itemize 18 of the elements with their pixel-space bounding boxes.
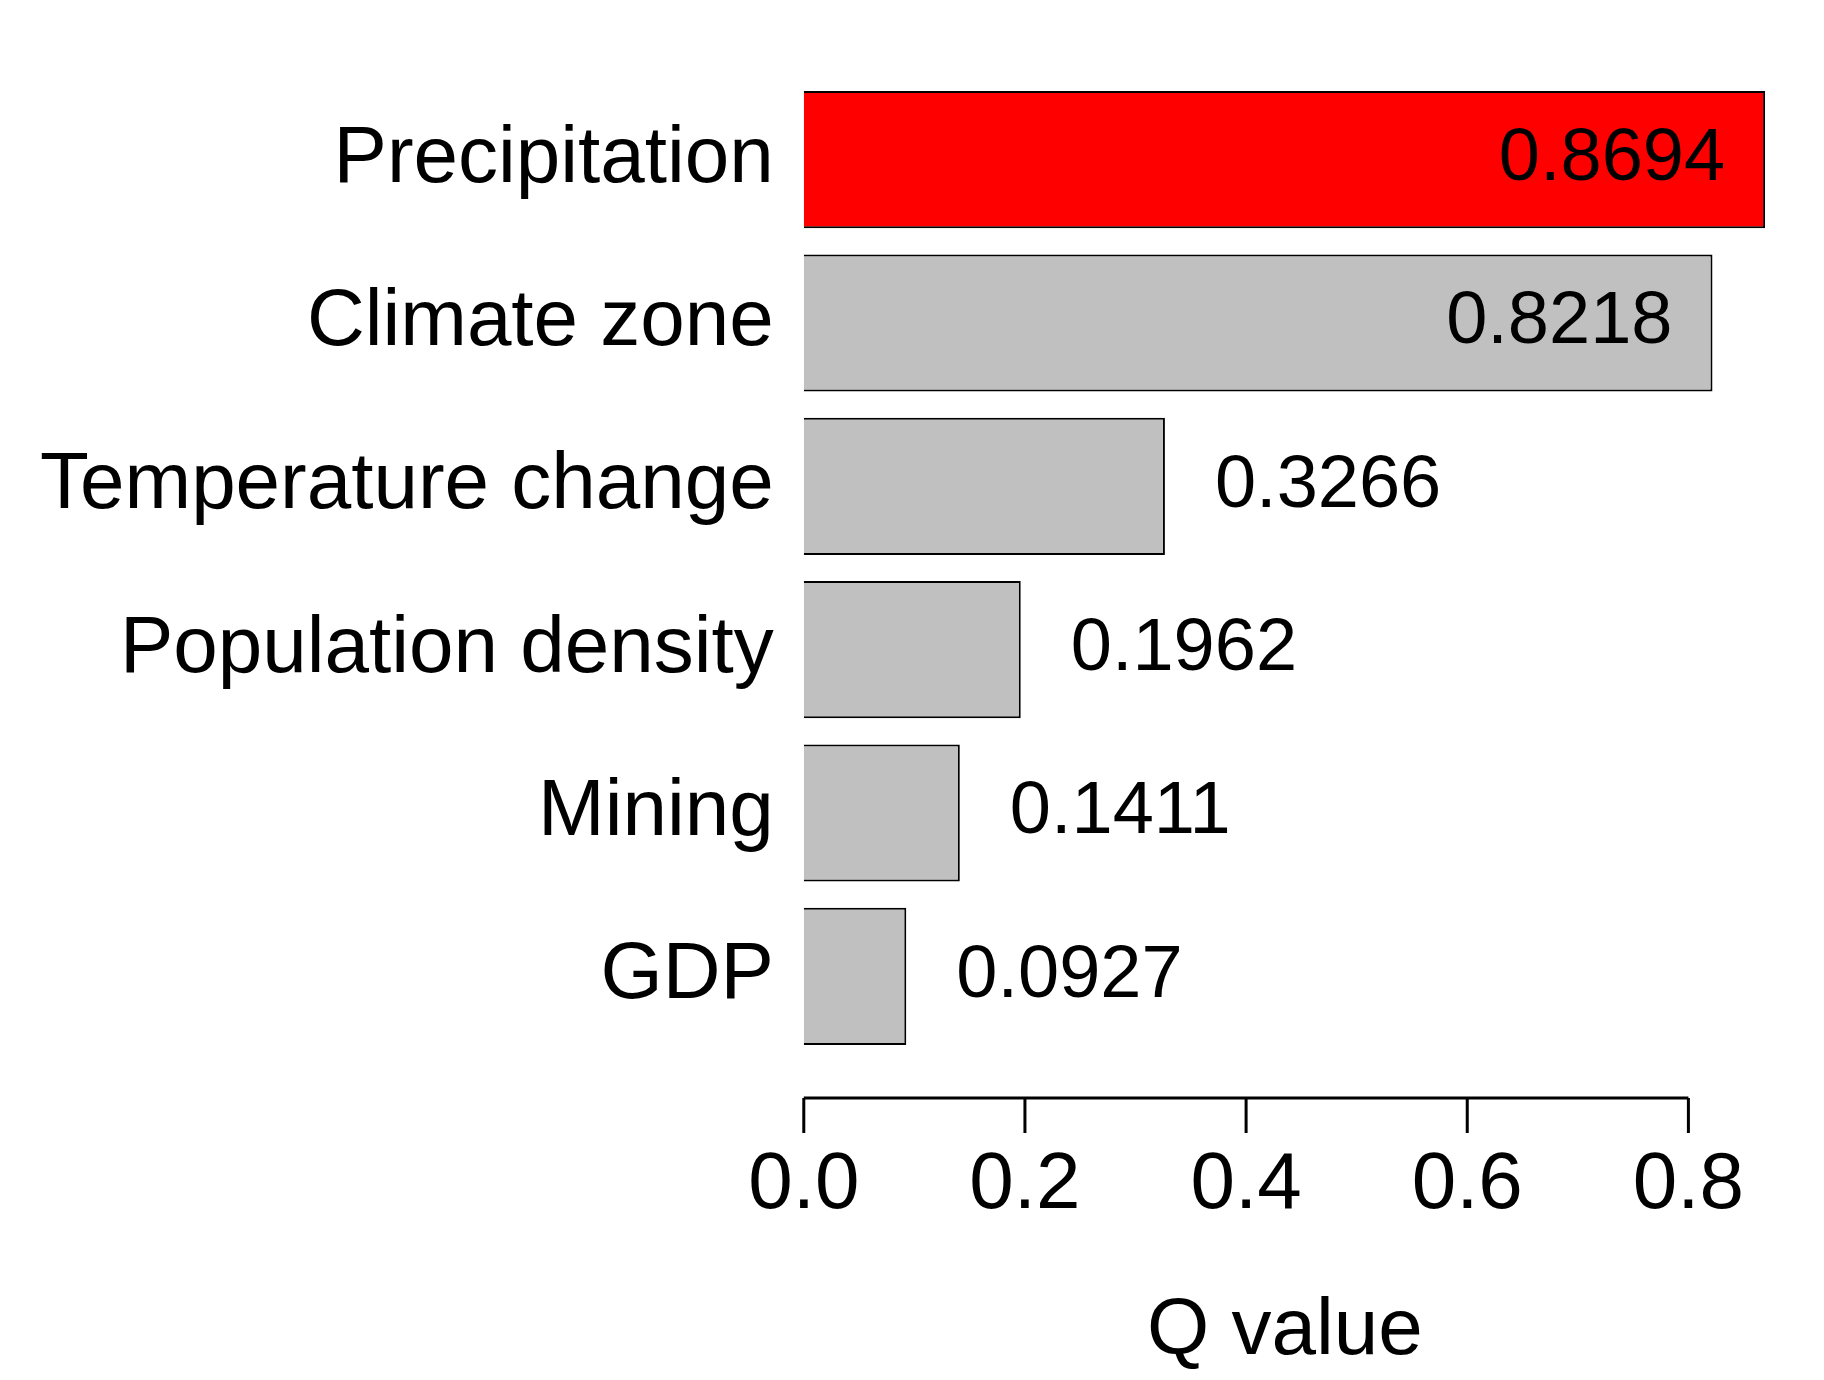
data-label: 0.0927: [956, 929, 1183, 1013]
y-tick-label: GDP: [600, 926, 774, 1016]
x-tick-label: 0.8: [1632, 1136, 1744, 1226]
y-tick-label: Climate zone: [306, 273, 774, 363]
y-tick-label: Population density: [119, 599, 774, 689]
data-label: 0.8218: [1446, 276, 1673, 360]
data-label: 0.8694: [1498, 113, 1726, 197]
y-tick-label: Precipitation: [333, 109, 774, 199]
data-label: 0.1962: [1070, 603, 1298, 687]
y-tick-label: Temperature change: [39, 436, 774, 526]
x-tick-label: 0.0: [748, 1136, 860, 1226]
x-axis-title: Q value: [1146, 1282, 1423, 1372]
data-label: 0.3266: [1214, 439, 1442, 523]
y-tick-label: Mining: [538, 763, 774, 853]
x-tick-label: 0.6: [1411, 1136, 1523, 1226]
data-label: 0.1411: [1009, 766, 1231, 850]
x-tick-label: 0.2: [969, 1136, 1081, 1226]
x-tick-label: 0.4: [1190, 1136, 1302, 1226]
